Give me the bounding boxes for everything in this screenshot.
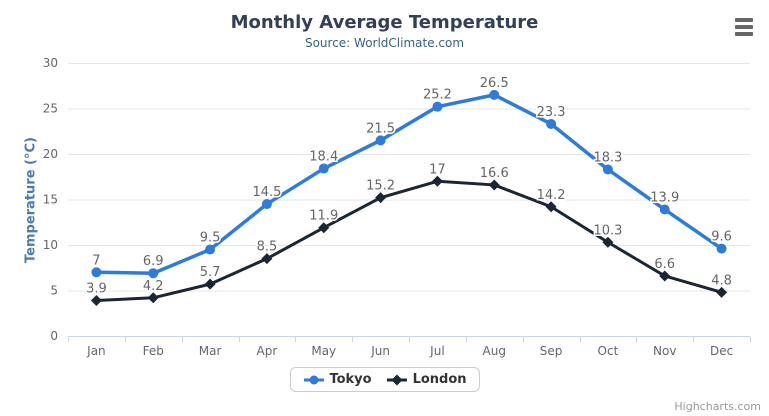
tokyo-series-marker-icon <box>303 375 324 384</box>
point-marker-tokyo[interactable] <box>148 268 159 279</box>
data-label-london: 4.2 <box>143 279 164 294</box>
y-axis-label: 10 <box>43 238 58 252</box>
legend: Tokyo London <box>289 367 480 392</box>
data-label-london: 15.2 <box>366 179 395 194</box>
data-label-tokyo: 18.4 <box>309 150 338 165</box>
x-axis-label: Dec <box>710 344 733 358</box>
hamburger-menu-icon <box>735 32 753 36</box>
data-label-london: 17 <box>429 162 446 177</box>
point-marker-london[interactable] <box>545 201 557 213</box>
data-label-tokyo: 25.2 <box>423 88 452 103</box>
legend-label-tokyo: Tokyo <box>329 372 372 387</box>
credits-link[interactable]: Highcharts.com <box>674 400 761 413</box>
point-marker-london[interactable] <box>488 179 500 191</box>
x-axis-label: Aug <box>483 344 506 358</box>
data-label-tokyo: 14.5 <box>252 185 281 200</box>
data-label-tokyo: 21.5 <box>366 121 395 136</box>
point-marker-london[interactable] <box>90 295 102 307</box>
point-marker-tokyo[interactable] <box>716 243 727 254</box>
y-axis-label: 30 <box>43 56 58 70</box>
data-label-tokyo: 13.9 <box>650 191 679 206</box>
point-marker-london[interactable] <box>318 222 330 234</box>
y-axis-label: 15 <box>43 193 58 207</box>
point-marker-tokyo[interactable] <box>432 101 443 112</box>
point-marker-tokyo[interactable] <box>489 89 500 100</box>
data-label-london: 5.7 <box>200 265 221 280</box>
point-marker-tokyo[interactable] <box>91 267 102 278</box>
legend-label-london: London <box>412 372 467 387</box>
y-axis-label: 25 <box>43 102 58 116</box>
chart-title: Monthly Average Temperature <box>230 12 539 33</box>
legend-item-london[interactable]: London <box>386 372 467 387</box>
point-marker-tokyo[interactable] <box>659 204 670 215</box>
x-axis-label: Feb <box>143 344 164 358</box>
data-label-tokyo: 9.6 <box>711 230 732 245</box>
x-axis-label: Mar <box>199 344 222 358</box>
x-axis-label: Oct <box>598 344 619 358</box>
data-label-london: 16.6 <box>480 166 509 181</box>
x-axis-label: Nov <box>653 344 676 358</box>
point-marker-tokyo[interactable] <box>602 164 613 175</box>
point-marker-tokyo[interactable] <box>546 118 557 129</box>
london-series-marker-icon <box>386 374 407 385</box>
point-marker-tokyo[interactable] <box>375 135 386 146</box>
x-axis-label: Jun <box>370 344 390 358</box>
legend-item-tokyo[interactable]: Tokyo <box>302 372 372 387</box>
y-axis-label: 0 <box>50 329 58 343</box>
data-label-london: 10.3 <box>593 223 622 238</box>
point-marker-london[interactable] <box>375 192 387 204</box>
hamburger-menu-icon <box>735 25 753 29</box>
export-menu-button[interactable] <box>731 16 757 38</box>
point-marker-london[interactable] <box>147 292 159 304</box>
data-label-london: 14.2 <box>537 188 566 203</box>
point-marker-tokyo[interactable] <box>205 244 216 255</box>
series-line-london <box>94 179 724 303</box>
data-label-tokyo: 23.3 <box>537 105 566 120</box>
data-label-tokyo: 6.9 <box>143 254 164 269</box>
point-marker-london[interactable] <box>659 270 671 282</box>
x-axis-label: Jul <box>429 344 444 358</box>
data-label-london: 6.6 <box>654 257 675 272</box>
point-marker-tokyo[interactable] <box>261 199 272 210</box>
data-label-tokyo: 7 <box>92 253 100 268</box>
point-marker-tokyo[interactable] <box>318 163 329 174</box>
data-label-tokyo: 9.5 <box>200 231 221 246</box>
data-label-london: 11.9 <box>309 209 338 224</box>
data-label-london: 3.9 <box>86 282 107 297</box>
x-axis-label: May <box>311 344 336 358</box>
data-label-london: 8.5 <box>257 240 278 255</box>
hamburger-menu-icon <box>735 18 753 22</box>
chart-subtitle: Source: WorldClimate.com <box>304 36 465 50</box>
x-axis-label: Sep <box>540 344 563 358</box>
data-label-london: 4.8 <box>711 273 732 288</box>
x-axis-label: Jan <box>86 344 106 358</box>
point-marker-london[interactable] <box>261 253 273 265</box>
x-axis-label: Apr <box>257 344 278 358</box>
point-marker-london[interactable] <box>716 286 728 298</box>
data-label-tokyo: 26.5 <box>480 76 509 91</box>
series-line-tokyo <box>94 93 724 275</box>
point-marker-london[interactable] <box>431 175 443 187</box>
y-axis-label: 20 <box>43 147 58 161</box>
y-axis-label: 5 <box>50 284 58 298</box>
point-marker-london[interactable] <box>204 278 216 290</box>
data-label-tokyo: 18.3 <box>593 150 622 165</box>
point-marker-london[interactable] <box>602 236 614 248</box>
